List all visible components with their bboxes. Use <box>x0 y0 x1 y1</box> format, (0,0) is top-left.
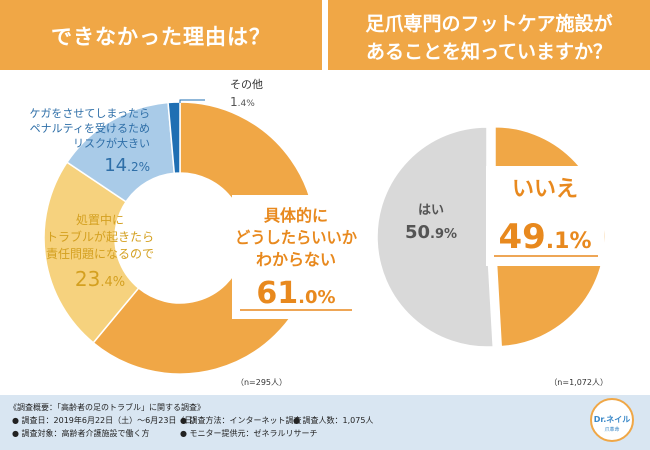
donut-sample-size: （n=295人） <box>236 378 287 387</box>
main-value-small: .0% <box>298 287 335 308</box>
no-value-big: 49 <box>498 217 545 257</box>
risk-label-line1: ケガをさせてしまったら <box>29 107 150 120</box>
pie-slice-yes <box>376 126 495 348</box>
footer-method: ● 調査方法：インターネット調査 <box>180 416 302 425</box>
no-label-box <box>486 166 604 266</box>
main-label-line3: わからない <box>256 250 336 269</box>
risk-value-big: 14 <box>104 155 127 176</box>
no-label: いいえ <box>512 177 578 202</box>
right-header-title-line2: あることを知っていますか？ <box>365 41 613 63</box>
footer-count: ● 調査人数：1,075人 <box>293 416 374 425</box>
risk-value-small: .2% <box>127 160 150 174</box>
risk-value: 14.2% <box>104 155 150 176</box>
dr-nail-logo: Dr.ネイル 爪革命 <box>590 398 634 442</box>
footer-period: ● 調査日：2019年6月22日（土）〜6月23日（日） <box>12 416 201 425</box>
yes-value-small: .9% <box>430 227 457 242</box>
main-value: 61.0% <box>256 276 335 311</box>
left-header: できなかった理由は？ <box>0 0 322 70</box>
footer-provider: ● モニター提供元：ゼネラルリサーチ <box>180 429 318 438</box>
trouble-value-small: .4% <box>100 275 125 290</box>
charts-canvas: その他 1.4% ケガをさせてしまったら ペナルティを受けるため リスクが大きい… <box>29 78 608 387</box>
survey-footer: 《調査概要：「高齢者の足のトラブル」に関する調査》 ● 調査日：2019年6月2… <box>0 395 650 450</box>
other-value-big: 1 <box>230 95 238 109</box>
main-value-big: 61 <box>256 276 298 311</box>
other-label: その他 <box>230 78 263 91</box>
right-header: 足爪専門のフットケア施設が あることを知っていますか？ <box>328 0 650 70</box>
main-label-box <box>232 195 360 319</box>
other-leader-line <box>179 99 205 103</box>
risk-label-line3: リスクが大きい <box>73 136 150 150</box>
right-header-title-line1: 足爪専門のフットケア施設が <box>365 13 613 35</box>
trouble-label-line2: トラブルが起きたら <box>46 229 154 244</box>
pie-sample-size: （n=1,072人） <box>549 378 608 387</box>
yes-label: はい <box>418 203 444 218</box>
logo-sub: 爪革命 <box>604 427 620 433</box>
no-value-small: .1% <box>546 229 592 254</box>
trouble-label-line1: 処置中に <box>76 212 124 227</box>
main-label-line1: 具体的に <box>264 206 328 225</box>
main-label-line2: どうしたらいいか <box>235 228 357 247</box>
footer-target: ● 調査対象：高齢者介護施設で働く方 <box>12 429 150 438</box>
donut-slice-other <box>167 101 181 175</box>
yes-value: 50.9% <box>405 222 457 243</box>
no-value: 49.1% <box>498 217 591 257</box>
left-header-title: できなかった理由は？ <box>51 25 271 49</box>
trouble-label-line3: 責任問題になるので <box>46 247 154 261</box>
trouble-value: 23.4% <box>75 267 125 291</box>
footer-survey-title: 《調査概要：「高齢者の足のトラブル」に関する調査》 <box>9 403 205 412</box>
donut-slice-liability <box>43 161 140 344</box>
other-value-small: .4% <box>238 99 256 109</box>
yes-value-big: 50 <box>405 222 430 243</box>
risk-label-line2: ペナルティを受けるため <box>30 122 150 135</box>
logo-brand: Dr.ネイル <box>593 415 631 424</box>
other-value: 1.4% <box>230 95 255 109</box>
trouble-value-big: 23 <box>75 267 100 291</box>
